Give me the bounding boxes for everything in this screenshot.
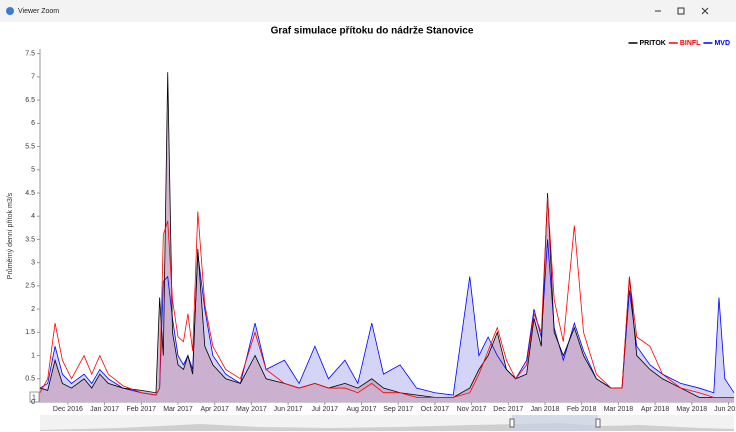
- y-tick-label: 6: [31, 120, 35, 127]
- y-tick-label: 7.5: [25, 50, 35, 57]
- y-tick-label: 3.5: [25, 236, 35, 243]
- series-area: [40, 72, 734, 402]
- x-tick-label: Feb 2017: [126, 406, 156, 413]
- x-tick-label: Mar 2017: [163, 406, 193, 413]
- y-tick-label: 6.5: [25, 97, 35, 104]
- y-tick-label: 0: [31, 399, 35, 406]
- series-line: [39, 197, 734, 398]
- navigator-handle[interactable]: [509, 418, 515, 428]
- navigator-handle[interactable]: [595, 418, 601, 428]
- title-bar: [0, 0, 736, 22]
- x-tick-label: Mar 2018: [604, 406, 634, 413]
- x-tick-label: Apr 2018: [641, 406, 670, 413]
- plot-area: 0 0.5 1 1.5 2 2.5 3 3.5 4 4.5 5 5.5 6 6.5 7 7.5 Dec 2016…: [25, 40, 736, 413]
- x-tick-label: Jun 2018: [714, 406, 736, 413]
- window-title: Viewer Zoom: [18, 8, 59, 15]
- y-tick-label: 5: [31, 167, 35, 174]
- x-tick-label: Sep 2017: [383, 406, 413, 413]
- x-tick-label: Nov 2017: [457, 406, 487, 413]
- zoom-box[interactable]: [29, 391, 40, 403]
- y-tick-label: 5.5: [25, 143, 35, 150]
- y-tick-label: 7: [31, 74, 35, 81]
- y-axis-label: Průměrný denní přítok m3/s: [6, 192, 14, 279]
- y-tick-label: 1: [31, 352, 35, 359]
- x-tick-label: Dec 2016: [53, 406, 83, 413]
- y-tick-label: 2: [31, 306, 35, 313]
- legend-label: BINFL: [680, 40, 701, 47]
- close-button[interactable]: [701, 7, 709, 15]
- legend-label: MVD: [714, 40, 730, 47]
- x-tick-label: Jul 2017: [312, 406, 339, 413]
- y-tick-label: 4: [31, 213, 35, 220]
- x-tick-label: Apr 2017: [200, 406, 229, 413]
- x-tick-label: Jan 2018: [531, 406, 560, 413]
- x-tick-label: Oct 2017: [421, 406, 450, 413]
- legend-label: PRITOK: [640, 40, 666, 47]
- y-tick-label: 4.5: [25, 190, 35, 197]
- y-tick-label: 0.5: [25, 376, 35, 383]
- navigator-selection[interactable]: [512, 415, 598, 431]
- y-tick-label: 3: [31, 260, 35, 267]
- maximize-button[interactable]: [677, 7, 685, 15]
- app-icon: [6, 7, 14, 15]
- x-tick-label: Feb 2018: [567, 406, 597, 413]
- y-tick-label: 1.5: [25, 329, 35, 336]
- zoom-label: 1: [32, 394, 36, 401]
- y-tick-label: 2.5: [25, 283, 35, 290]
- chart-title: Graf simulace přítoku do nádrže Stanovic…: [271, 26, 474, 37]
- x-tick-label: May 2017: [236, 406, 267, 413]
- x-tick-label: May 2018: [676, 406, 707, 413]
- x-tick-label: Jan 2017: [90, 406, 119, 413]
- x-tick-label: Aug 2017: [347, 406, 377, 413]
- x-tick-label: Jun 2017: [274, 406, 303, 413]
- x-tick-label: Dec 2017: [493, 406, 523, 413]
